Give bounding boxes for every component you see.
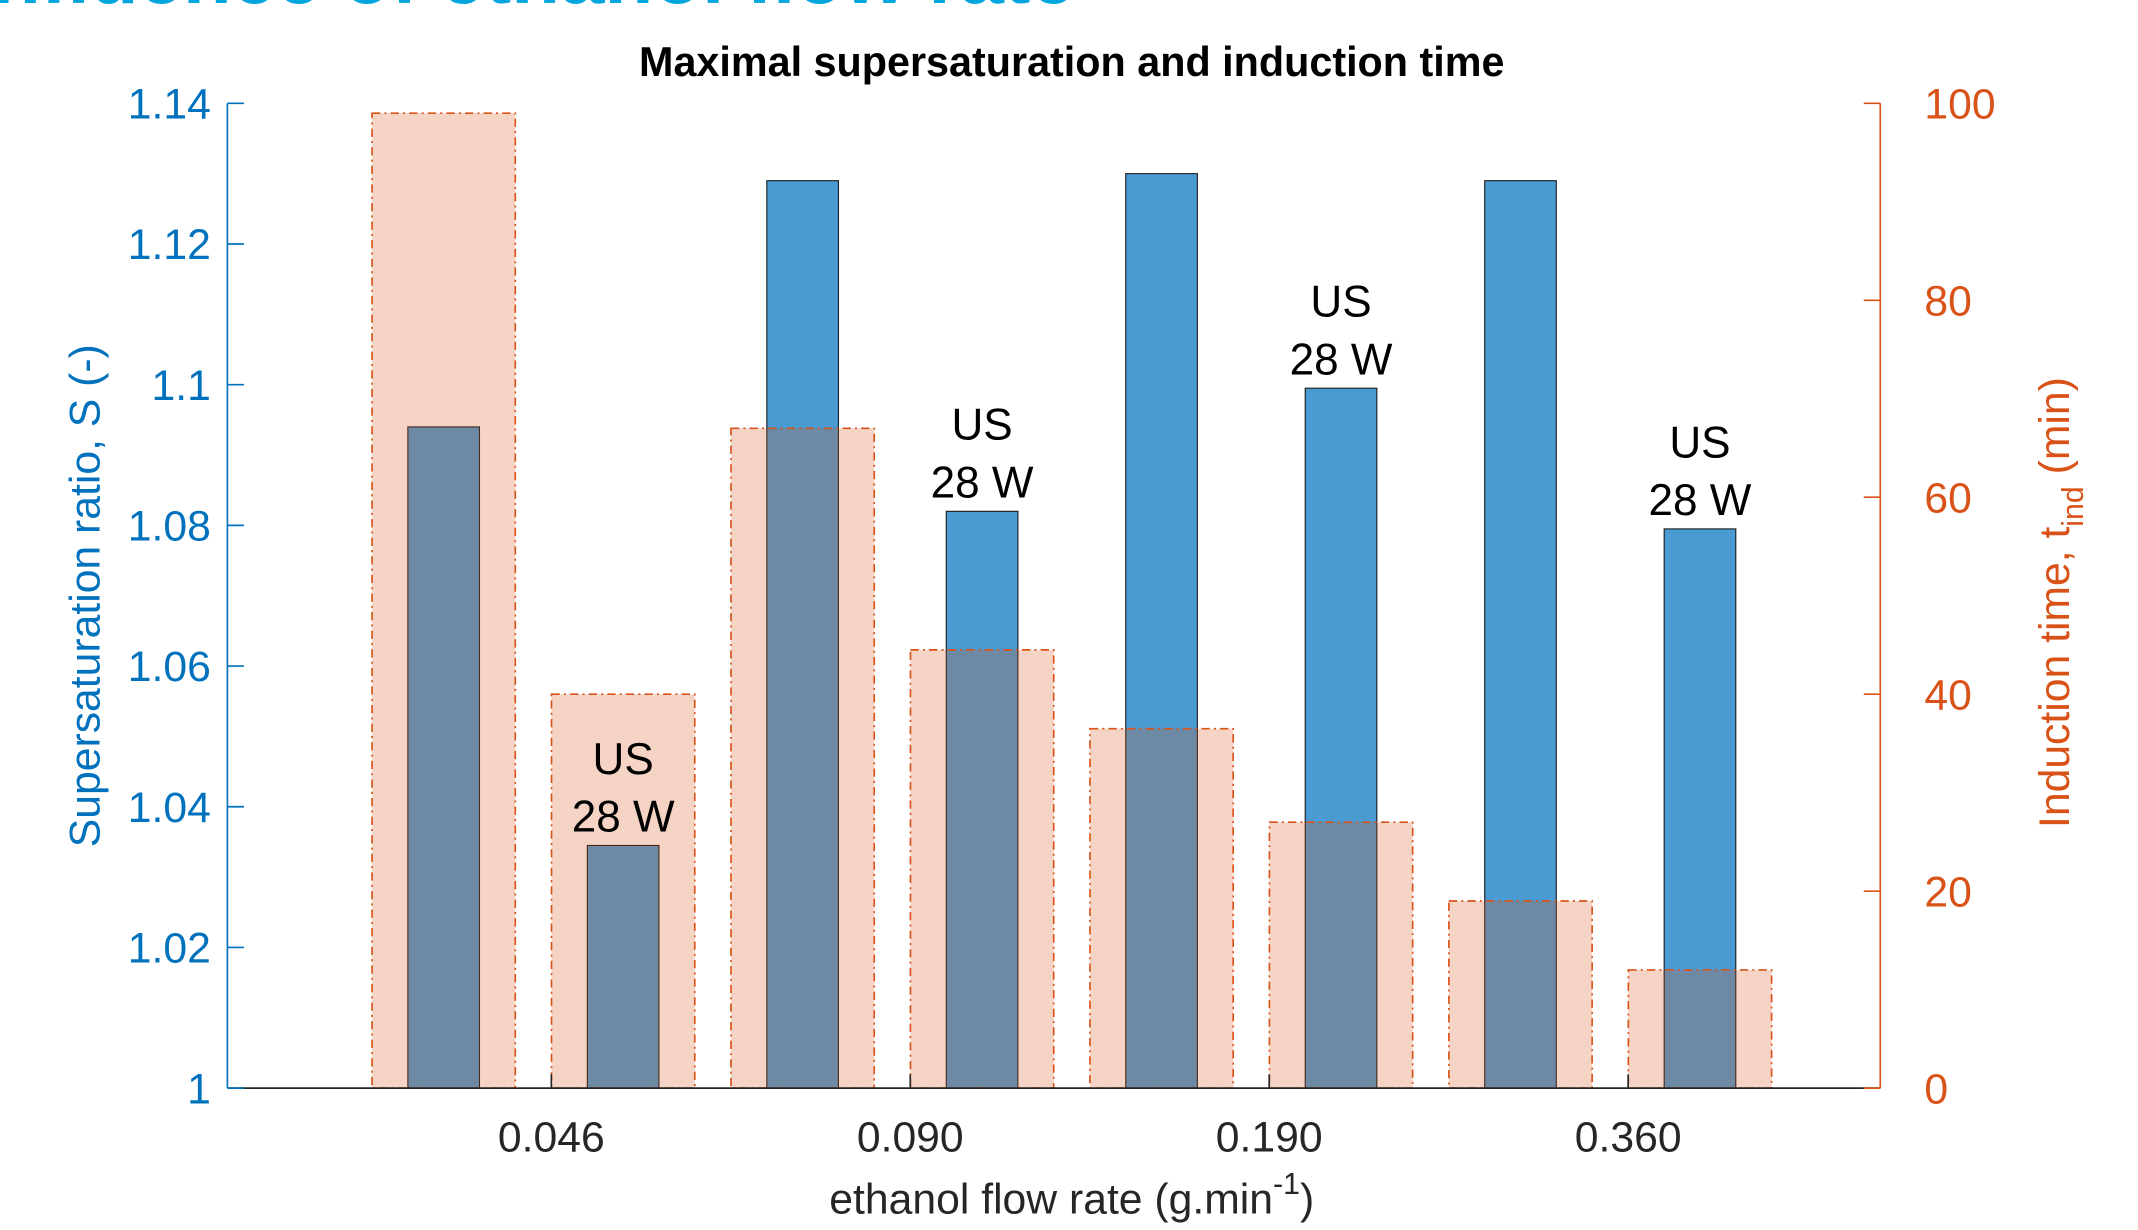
page-heading: Influence of ethanol flow rate xyxy=(0,0,1075,20)
bar xyxy=(1268,821,1414,1089)
bar xyxy=(730,427,876,1089)
bar xyxy=(909,649,1055,1089)
y2-label-part: (min) xyxy=(2031,377,2079,486)
bar xyxy=(1448,900,1593,1089)
y-tick-label: 1.1 xyxy=(152,362,211,410)
annotation: 28 W xyxy=(1649,476,1752,525)
bar xyxy=(1089,727,1235,1089)
bar xyxy=(945,510,1019,1089)
bar xyxy=(1663,528,1737,1089)
y2-tick-label: 0 xyxy=(1924,1065,1948,1113)
x-label-part: ethanol flow rate (g.min xyxy=(829,1175,1273,1223)
y-tick-label: 1 xyxy=(187,1065,211,1113)
bar xyxy=(766,180,839,1089)
bar xyxy=(586,844,660,1089)
bar xyxy=(407,426,481,1089)
y2-tick-label: 20 xyxy=(1924,868,1971,916)
bar xyxy=(371,112,517,1089)
annotation: 28 W xyxy=(572,793,675,842)
y-axis-label: Supersaturation ratio, S (-) xyxy=(61,344,109,847)
bar xyxy=(1125,173,1198,1089)
y-tick-label: 1.02 xyxy=(128,925,211,973)
annotation: US xyxy=(1310,278,1371,327)
x-axis-label: ethanol flow rate (g.min-1) xyxy=(829,1168,1314,1223)
chart-title: Maximal supersaturation and induction ti… xyxy=(639,39,1504,85)
annotation: 28 W xyxy=(931,459,1034,508)
x-label-part: ) xyxy=(1300,1175,1314,1223)
y2-tick-label: 100 xyxy=(1924,80,1995,128)
y-tick-label: 1.14 xyxy=(128,80,211,128)
y2-tick-label: 80 xyxy=(1924,277,1971,325)
y-tick-label: 1.04 xyxy=(128,784,211,832)
annotation: US xyxy=(951,401,1012,450)
bar xyxy=(550,693,696,1089)
annotation: US xyxy=(593,735,654,784)
annotation: 28 W xyxy=(1290,335,1393,384)
y2-axis-label: Induction time, tind (min) xyxy=(2031,377,2090,828)
y-tick-label: 1.12 xyxy=(128,221,211,269)
y2-label-sub: ind xyxy=(2057,486,2090,526)
x-tick-label: 0.360 xyxy=(1575,1113,1682,1161)
y2-tick-label: 40 xyxy=(1924,671,1971,719)
x-tick-label: 0.090 xyxy=(857,1113,964,1161)
bar xyxy=(1627,969,1773,1089)
annotation: US xyxy=(1669,418,1730,467)
y-tick-label: 1.06 xyxy=(128,643,211,691)
x-label-sup: -1 xyxy=(1273,1168,1300,1201)
y2-label-part: Induction time, t xyxy=(2031,527,2079,828)
x-tick-label: 0.046 xyxy=(498,1113,605,1161)
y2-tick-label: 60 xyxy=(1924,474,1971,522)
bar xyxy=(1484,180,1557,1089)
x-tick-label: 0.190 xyxy=(1216,1113,1323,1161)
y-tick-label: 1.08 xyxy=(128,503,211,551)
